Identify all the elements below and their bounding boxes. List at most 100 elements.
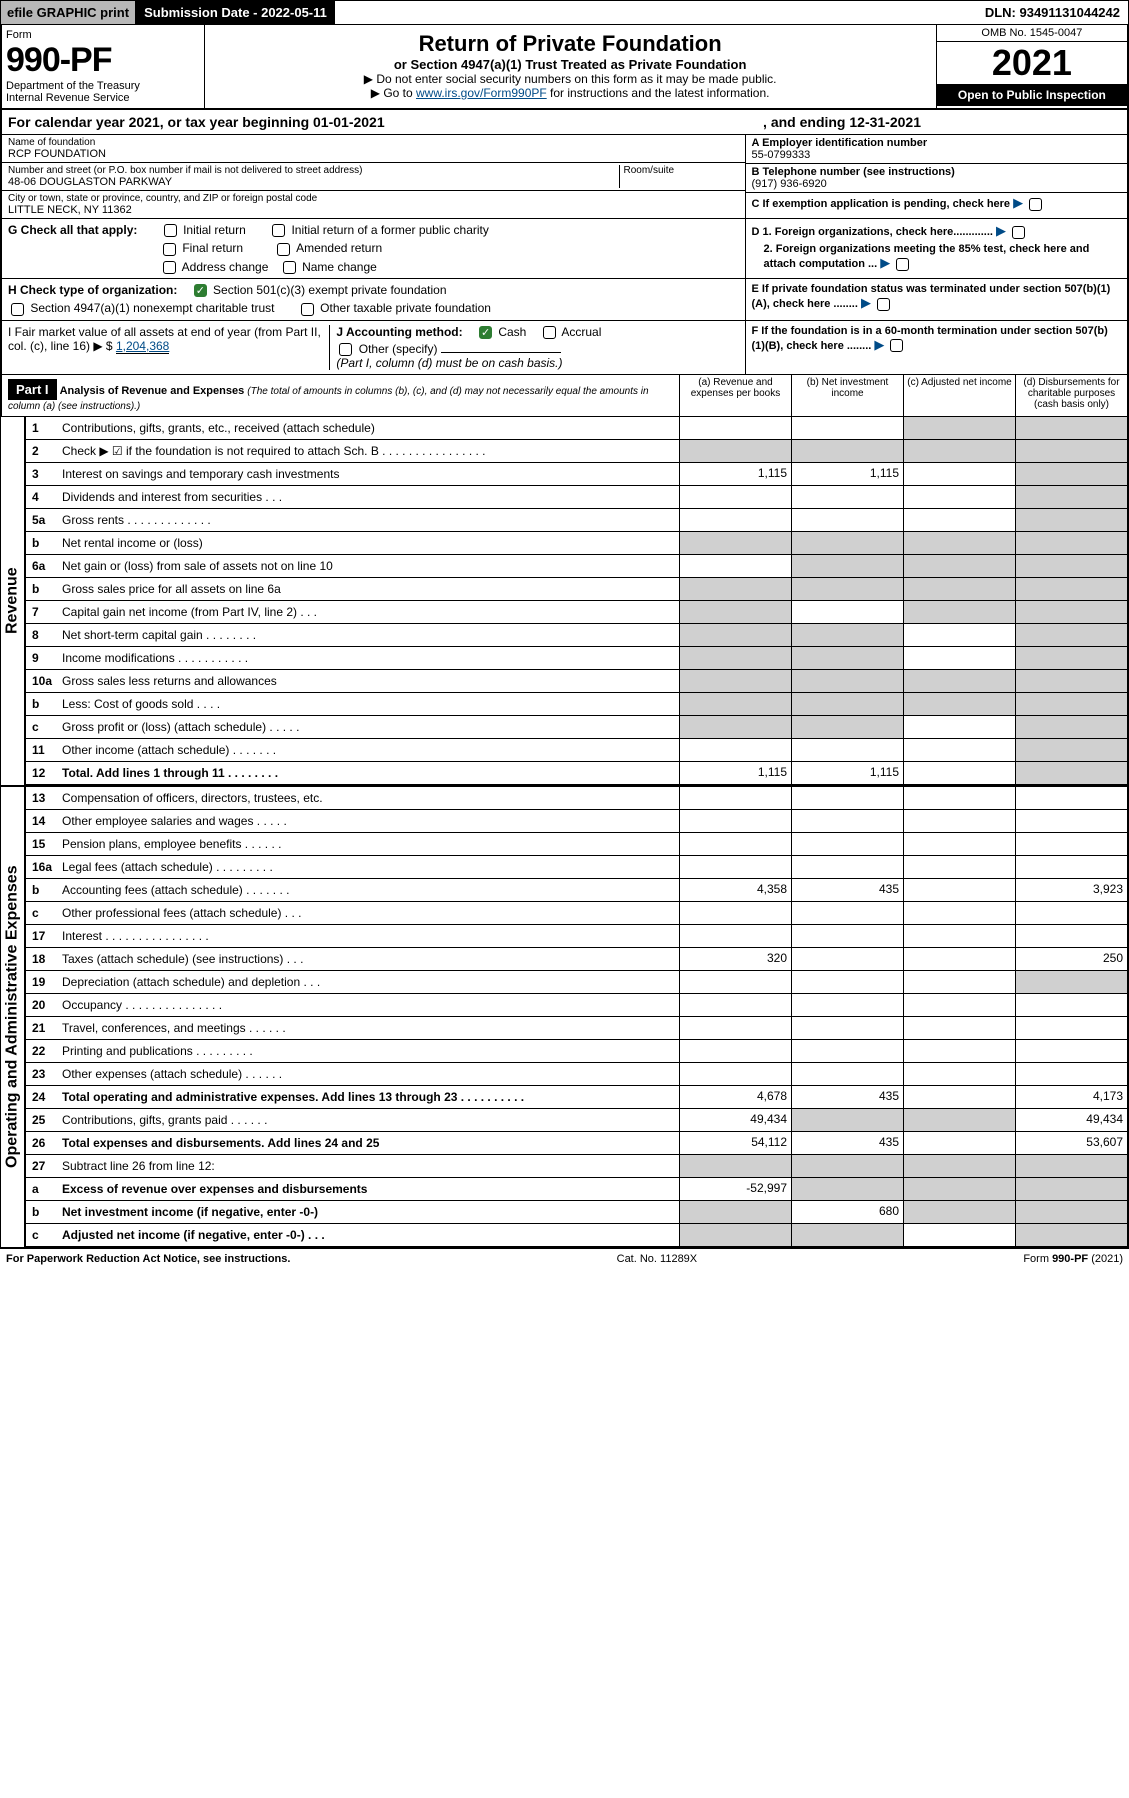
room-label: Room/suite bbox=[624, 165, 739, 176]
form-footer: Form 990-PF (2021) bbox=[1023, 1253, 1123, 1265]
d1-label: D 1. Foreign organizations, check here..… bbox=[752, 226, 993, 238]
addr-label: Number and street (or P.O. box number if… bbox=[8, 165, 619, 176]
h-other-checkbox[interactable] bbox=[301, 303, 314, 316]
note-ssn: ▶ Do not enter social security numbers o… bbox=[215, 72, 926, 86]
g-o2: Initial return of a former public charit… bbox=[291, 223, 488, 237]
tax-year: 2021 bbox=[937, 42, 1127, 84]
f-checkbox[interactable] bbox=[890, 339, 903, 352]
table-row: 20Occupancy . . . . . . . . . . . . . . … bbox=[26, 994, 1129, 1017]
name-change-checkbox[interactable] bbox=[283, 261, 296, 274]
foundation-address: 48-06 DOUGLASTON PARKWAY bbox=[8, 176, 619, 188]
table-row: 7Capital gain net income (from Part IV, … bbox=[26, 601, 1129, 624]
table-row: 16aLegal fees (attach schedule) . . . . … bbox=[26, 856, 1129, 879]
cal-year-end: , and ending 12-31-2021 bbox=[763, 114, 921, 130]
g-o4: Amended return bbox=[296, 241, 382, 255]
g-o3: Final return bbox=[182, 241, 243, 255]
h-501c3-checkbox[interactable] bbox=[194, 284, 207, 297]
j-o3: Other (specify) bbox=[359, 342, 438, 356]
phone-label: B Telephone number (see instructions) bbox=[752, 166, 1122, 178]
table-row: aExcess of revenue over expenses and dis… bbox=[26, 1178, 1129, 1201]
cal-year-begin: For calendar year 2021, or tax year begi… bbox=[8, 114, 385, 130]
ein-value: 55-0799333 bbox=[752, 149, 1122, 161]
table-row: 27Subtract line 26 from line 12: bbox=[26, 1155, 1129, 1178]
table-row: cOther professional fees (attach schedul… bbox=[26, 902, 1129, 925]
table-row: bGross sales price for all assets on lin… bbox=[26, 578, 1129, 601]
table-row: 8Net short-term capital gain . . . . . .… bbox=[26, 624, 1129, 647]
fmv-value: 1,204,368 bbox=[116, 339, 169, 354]
table-row: 23Other expenses (attach schedule) . . .… bbox=[26, 1063, 1129, 1086]
g-label: G Check all that apply: bbox=[8, 223, 137, 237]
j-o2: Accrual bbox=[561, 325, 601, 339]
submission-date: Submission Date - 2022-05-11 bbox=[136, 1, 335, 24]
table-row: 11Other income (attach schedule) . . . .… bbox=[26, 739, 1129, 762]
paperwork-notice: For Paperwork Reduction Act Notice, see … bbox=[6, 1253, 290, 1265]
part1-header: Part I bbox=[8, 379, 57, 400]
j-other-checkbox[interactable] bbox=[339, 343, 352, 356]
col-d-header: (d) Disbursements for charitable purpose… bbox=[1015, 375, 1127, 416]
final-return-checkbox[interactable] bbox=[163, 243, 176, 256]
table-row: bNet rental income or (loss) bbox=[26, 532, 1129, 555]
cat-number: Cat. No. 11289X bbox=[617, 1253, 698, 1265]
dln-number: DLN: 93491131044242 bbox=[977, 1, 1128, 24]
table-row: 4Dividends and interest from securities … bbox=[26, 486, 1129, 509]
table-row: cGross profit or (loss) (attach schedule… bbox=[26, 716, 1129, 739]
j-cash-checkbox[interactable] bbox=[479, 326, 492, 339]
address-change-checkbox[interactable] bbox=[163, 261, 176, 274]
table-row: bAccounting fees (attach schedule) . . .… bbox=[26, 879, 1129, 902]
table-row: 15Pension plans, employee benefits . . .… bbox=[26, 833, 1129, 856]
form-title: Return of Private Foundation bbox=[215, 31, 926, 57]
d2-label: 2. Foreign organizations meeting the 85%… bbox=[764, 243, 1090, 270]
d2-checkbox[interactable] bbox=[896, 258, 909, 271]
omb-number: OMB No. 1545-0047 bbox=[937, 25, 1127, 42]
col-b-header: (b) Net investment income bbox=[791, 375, 903, 416]
j-o1: Cash bbox=[498, 325, 526, 339]
phone-value: (917) 936-6920 bbox=[752, 178, 1122, 190]
foundation-city: LITTLE NECK, NY 11362 bbox=[8, 204, 739, 216]
table-row: bNet investment income (if negative, ent… bbox=[26, 1201, 1129, 1224]
foundation-name: RCP FOUNDATION bbox=[8, 148, 739, 160]
open-public-badge: Open to Public Inspection bbox=[937, 84, 1127, 106]
dept-label: Department of the Treasury bbox=[6, 80, 200, 92]
h-label: H Check type of organization: bbox=[8, 283, 177, 297]
col-c-header: (c) Adjusted net income bbox=[903, 375, 1015, 416]
table-row: 22Printing and publications . . . . . . … bbox=[26, 1040, 1129, 1063]
efile-button[interactable]: efile GRAPHIC print bbox=[1, 1, 136, 24]
e-label: E If private foundation status was termi… bbox=[752, 283, 1111, 310]
col-a-header: (a) Revenue and expenses per books bbox=[679, 375, 791, 416]
city-label: City or town, state or province, country… bbox=[8, 193, 739, 204]
name-label: Name of foundation bbox=[8, 137, 739, 148]
part1-title: Analysis of Revenue and Expenses bbox=[60, 385, 245, 397]
form-label: Form bbox=[6, 29, 200, 41]
amended-return-checkbox[interactable] bbox=[277, 243, 290, 256]
table-row: 13Compensation of officers, directors, t… bbox=[26, 787, 1129, 810]
table-row: 25Contributions, gifts, grants paid . . … bbox=[26, 1109, 1129, 1132]
j-accrual-checkbox[interactable] bbox=[543, 326, 556, 339]
table-row: bLess: Cost of goods sold . . . . bbox=[26, 693, 1129, 716]
h-4947-checkbox[interactable] bbox=[11, 303, 24, 316]
initial-return-checkbox[interactable] bbox=[164, 224, 177, 237]
h-o1: Section 501(c)(3) exempt private foundat… bbox=[213, 283, 446, 297]
table-row: 24Total operating and administrative exp… bbox=[26, 1086, 1129, 1109]
table-row: 26Total expenses and disbursements. Add … bbox=[26, 1132, 1129, 1155]
ein-label: A Employer identification number bbox=[752, 137, 1122, 149]
h-o3: Other taxable private foundation bbox=[320, 301, 491, 315]
table-row: 1Contributions, gifts, grants, etc., rec… bbox=[26, 417, 1129, 440]
revenue-side-label: Revenue bbox=[0, 417, 26, 785]
initial-former-checkbox[interactable] bbox=[272, 224, 285, 237]
d1-checkbox[interactable] bbox=[1012, 226, 1025, 239]
f-label: F If the foundation is in a 60-month ter… bbox=[752, 325, 1108, 352]
table-row: 19Depreciation (attach schedule) and dep… bbox=[26, 971, 1129, 994]
table-row: 2Check ▶ ☑ if the foundation is not requ… bbox=[26, 440, 1129, 463]
table-row: 6aNet gain or (loss) from sale of assets… bbox=[26, 555, 1129, 578]
form-id-block: Form 990-PF Department of the Treasury I… bbox=[2, 25, 205, 108]
form990pf-link[interactable]: www.irs.gov/Form990PF bbox=[416, 86, 547, 100]
e-checkbox[interactable] bbox=[877, 298, 890, 311]
expenses-side-label: Operating and Administrative Expenses bbox=[0, 787, 26, 1247]
exemption-checkbox[interactable] bbox=[1029, 198, 1042, 211]
exemption-label: C If exemption application is pending, c… bbox=[752, 198, 1011, 210]
form-number: 990-PF bbox=[6, 41, 200, 80]
table-row: cAdjusted net income (if negative, enter… bbox=[26, 1224, 1129, 1247]
table-row: 9Income modifications . . . . . . . . . … bbox=[26, 647, 1129, 670]
table-row: 5aGross rents . . . . . . . . . . . . . bbox=[26, 509, 1129, 532]
g-o1: Initial return bbox=[183, 223, 246, 237]
